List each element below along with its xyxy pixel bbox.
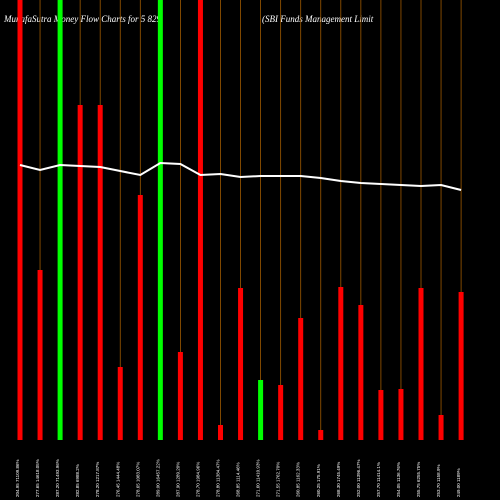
x-tick-label: 278.70 1984.96% xyxy=(195,462,200,497)
bar xyxy=(37,270,43,440)
x-tick-label: 253.70 1158.9% xyxy=(436,465,441,497)
bar xyxy=(137,195,143,440)
x-tick-label: 278.80 11384.47% xyxy=(216,460,221,497)
bar xyxy=(97,105,103,440)
x-tick-label: 260.85 1162.33% xyxy=(296,462,301,497)
bar xyxy=(278,385,284,440)
bar xyxy=(298,318,304,440)
x-tick-label: 277.65 14618.05% xyxy=(35,459,40,497)
bar xyxy=(258,380,264,440)
bar xyxy=(157,0,163,440)
x-tick-label: 257.70 11414.1% xyxy=(376,462,381,497)
x-tick-label: 260.25 175.91% xyxy=(316,464,321,497)
x-tick-label: 282.85 6988.2% xyxy=(75,464,80,497)
bar xyxy=(458,292,464,440)
chart-title: MunafaSutra Money Flow Charts for 5 829 xyxy=(3,14,161,24)
bar xyxy=(57,0,63,440)
bar xyxy=(238,288,244,440)
x-tick-label: 276.45 1444.48% xyxy=(115,462,120,497)
bar xyxy=(218,425,223,440)
x-tick-label: 278.20 1217.87% xyxy=(95,462,100,497)
bar xyxy=(398,389,404,440)
x-tick-label: 289.00 16457.22% xyxy=(155,459,160,497)
x-tick-label: 252.00 11396.47% xyxy=(356,460,361,497)
bar xyxy=(77,105,83,440)
bar xyxy=(358,305,364,440)
chart-subtitle: (SBI Funds Management Limit xyxy=(262,14,374,24)
x-tick-label: 249.00 1189% xyxy=(456,468,461,497)
x-tick-label: 268.30 1745.49% xyxy=(336,462,341,497)
bar xyxy=(177,352,183,440)
x-tick-label: 287.20 71493.96% xyxy=(55,459,60,497)
bar xyxy=(197,0,203,440)
x-tick-label: 204.95 71109.86% xyxy=(15,460,20,497)
bar xyxy=(17,0,23,440)
x-tick-label: 271.55 1762.70% xyxy=(276,462,281,497)
bar xyxy=(438,415,444,440)
x-tick-label: 271.60 11410.93% xyxy=(256,460,261,497)
bar xyxy=(338,287,344,440)
bar xyxy=(378,390,384,440)
x-tick-label: 255.75 6255.75% xyxy=(416,462,421,497)
bar xyxy=(318,430,324,440)
x-tick-label: 278.65 1083.07% xyxy=(135,462,140,497)
x-tick-label: 268.85 1114.46% xyxy=(236,462,241,497)
x-tick-label: 254.05 1136.76% xyxy=(396,462,401,497)
line xyxy=(19,161,462,191)
bar xyxy=(117,367,123,440)
bar xyxy=(418,288,424,440)
x-tick-label: 287.90 1289.20% xyxy=(175,462,180,497)
